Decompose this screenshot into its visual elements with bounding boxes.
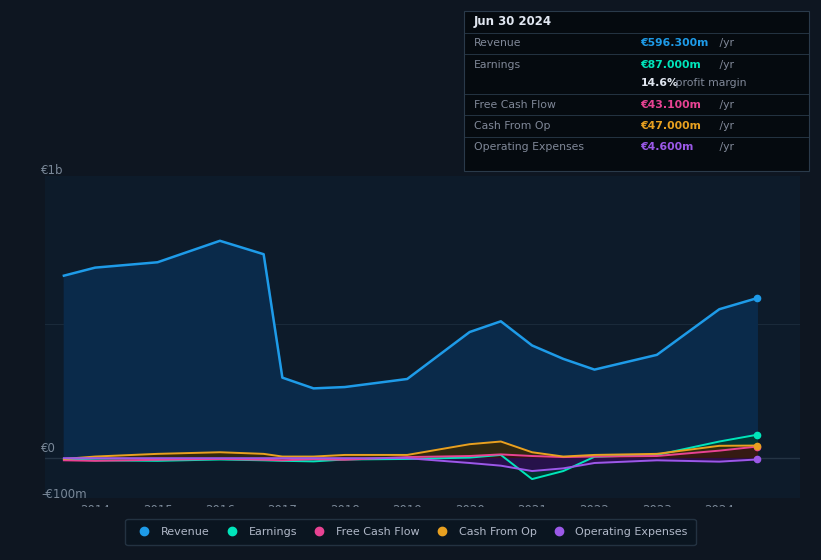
Text: /yr: /yr	[716, 142, 734, 152]
Text: /yr: /yr	[716, 121, 734, 131]
Text: Operating Expenses: Operating Expenses	[474, 142, 584, 152]
Text: Cash From Op: Cash From Op	[474, 121, 550, 131]
Text: Jun 30 2024: Jun 30 2024	[474, 16, 552, 29]
Text: €43.100m: €43.100m	[640, 100, 701, 110]
Text: €47.000m: €47.000m	[640, 121, 701, 131]
Text: /yr: /yr	[716, 100, 734, 110]
Text: Earnings: Earnings	[474, 60, 521, 70]
Text: €0: €0	[41, 442, 57, 455]
Text: €4.600m: €4.600m	[640, 142, 694, 152]
Text: /yr: /yr	[716, 60, 734, 70]
Text: Free Cash Flow: Free Cash Flow	[474, 100, 556, 110]
Text: -€100m: -€100m	[41, 488, 87, 501]
Legend: Revenue, Earnings, Free Cash Flow, Cash From Op, Operating Expenses: Revenue, Earnings, Free Cash Flow, Cash …	[126, 519, 695, 545]
Text: profit margin: profit margin	[672, 78, 746, 88]
Text: €87.000m: €87.000m	[640, 60, 701, 70]
Text: /yr: /yr	[716, 38, 734, 48]
Text: €596.300m: €596.300m	[640, 38, 709, 48]
Text: Revenue: Revenue	[474, 38, 521, 48]
Text: 14.6%: 14.6%	[640, 78, 678, 88]
Text: €1b: €1b	[41, 164, 64, 177]
